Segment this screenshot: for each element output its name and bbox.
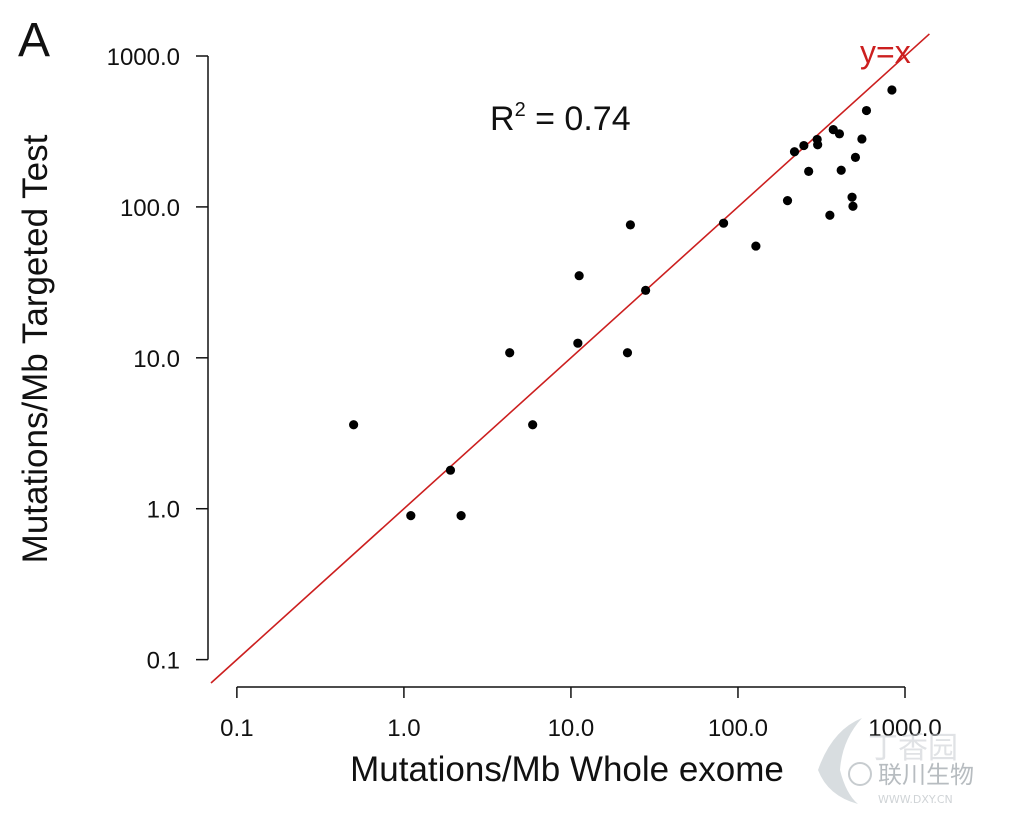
x-tick-label: 1.0 bbox=[387, 715, 420, 742]
data-point bbox=[887, 85, 897, 95]
watermark-text-brand: 丁香园 bbox=[868, 731, 958, 766]
data-point bbox=[789, 147, 800, 157]
watermark-text-company: 联川生物 bbox=[878, 761, 974, 789]
data-point bbox=[349, 420, 359, 430]
data-point bbox=[445, 465, 456, 475]
data-point bbox=[641, 285, 651, 295]
data-point bbox=[573, 338, 583, 348]
watermark-leaf-icon bbox=[818, 718, 862, 804]
r-squared-annotation: R2 = 0.74 bbox=[490, 99, 631, 138]
data-point bbox=[782, 196, 793, 206]
x-tick-label: 10.0 bbox=[548, 715, 595, 742]
data-point bbox=[825, 210, 835, 220]
axes: 0.1 1.0 10.0 100.0 1000.0 0.1 1.0 10.0 100.0 1000… bbox=[107, 44, 942, 742]
x-tick-label: 1000.0 bbox=[868, 715, 941, 742]
y-axis-title: Mutations/Mb Targeted Test bbox=[16, 134, 55, 563]
x-axis-title: Mutations/Mb Whole exome bbox=[350, 750, 784, 789]
watermark: 丁香园 联川生物 WWW.DXY.CN bbox=[818, 718, 974, 806]
y-tick-label: 100.0 bbox=[120, 195, 180, 222]
data-point bbox=[804, 166, 814, 176]
data-point bbox=[847, 192, 857, 202]
y-tick-label: 10.0 bbox=[133, 346, 180, 373]
x-tick-label: 0.1 bbox=[220, 715, 253, 742]
data-point bbox=[456, 511, 466, 521]
reference-line-label: y=x bbox=[860, 34, 911, 70]
y-tick-label: 1.0 bbox=[147, 497, 180, 524]
x-tick-label: 100.0 bbox=[708, 715, 768, 742]
data-point bbox=[505, 348, 515, 358]
y-tick-label: 1000.0 bbox=[107, 44, 180, 71]
watermark-wechat-icon bbox=[848, 762, 872, 786]
data-point bbox=[574, 271, 584, 281]
data-point bbox=[857, 134, 867, 144]
data-point bbox=[751, 241, 761, 251]
data-point bbox=[718, 218, 729, 228]
reference-line-y-equals-x bbox=[210, 33, 930, 684]
r-squared-superscript: 2 bbox=[515, 99, 526, 121]
data-point bbox=[848, 201, 858, 211]
data-point bbox=[799, 140, 809, 151]
panel-label: A bbox=[18, 14, 50, 67]
data-points bbox=[349, 85, 897, 521]
data-point bbox=[406, 511, 416, 521]
y-tick-label: 0.1 bbox=[147, 648, 180, 675]
data-point bbox=[861, 105, 872, 116]
data-point bbox=[528, 420, 538, 430]
data-point bbox=[834, 129, 845, 139]
data-point bbox=[850, 152, 861, 162]
data-point bbox=[625, 220, 636, 230]
data-point bbox=[622, 348, 633, 358]
data-point bbox=[836, 165, 846, 175]
data-point bbox=[813, 140, 823, 150]
r-squared-prefix: R bbox=[490, 100, 515, 138]
watermark-text-url: WWW.DXY.CN bbox=[878, 793, 953, 806]
r-squared-value: = 0.74 bbox=[526, 100, 631, 138]
